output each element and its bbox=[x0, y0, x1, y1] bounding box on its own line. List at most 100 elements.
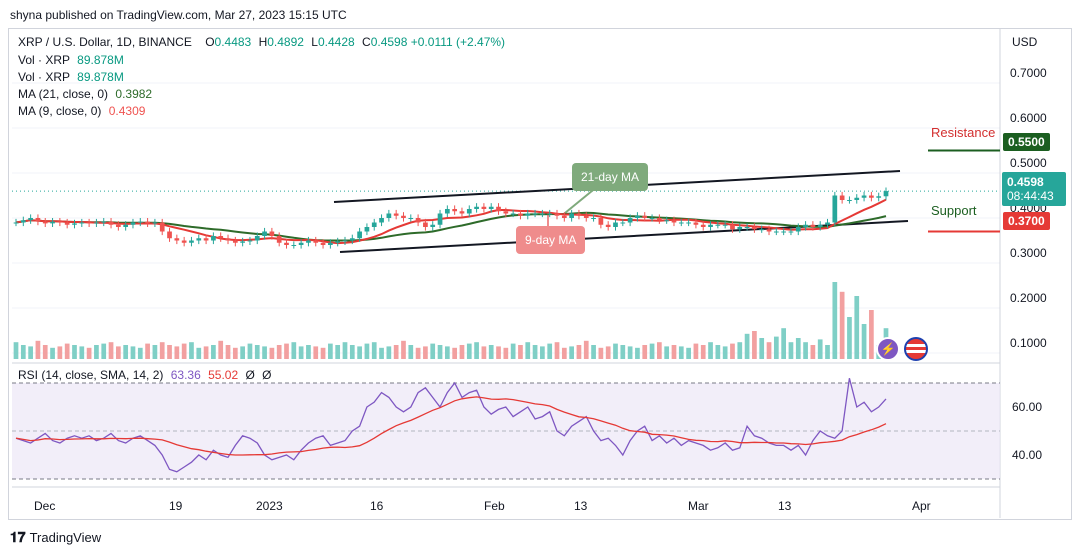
candle bbox=[437, 213, 443, 225]
price-tick: 0.6000 bbox=[1010, 111, 1047, 125]
volume-bar bbox=[722, 346, 728, 359]
candle bbox=[408, 218, 414, 219]
candle bbox=[708, 224, 713, 227]
volume-bar bbox=[335, 345, 341, 359]
volume-bar bbox=[130, 346, 136, 359]
volume-bar bbox=[452, 347, 458, 359]
candle bbox=[430, 224, 436, 227]
candle bbox=[276, 236, 282, 243]
volume-bar bbox=[291, 342, 297, 359]
volume-bar bbox=[671, 345, 677, 359]
lightning-icon[interactable]: ⚡ bbox=[876, 337, 900, 361]
volume-bar bbox=[415, 347, 421, 359]
tradingview-logo[interactable]: 𝟏𝟕 TradingView bbox=[10, 529, 101, 546]
candle bbox=[496, 206, 501, 212]
volume-bar bbox=[401, 340, 406, 359]
volume-bar bbox=[554, 342, 560, 359]
volume-bar bbox=[211, 345, 216, 359]
volume-bar bbox=[64, 343, 70, 359]
volume-bar bbox=[708, 342, 713, 359]
candle bbox=[342, 240, 348, 242]
candle bbox=[101, 221, 107, 223]
candle bbox=[57, 221, 63, 223]
volume-bar bbox=[232, 347, 238, 359]
candle bbox=[232, 240, 238, 243]
candle bbox=[64, 222, 70, 225]
volume-bar bbox=[503, 347, 509, 359]
volume-bar bbox=[466, 343, 472, 359]
candle bbox=[664, 220, 670, 222]
candle bbox=[518, 213, 523, 216]
candle bbox=[569, 213, 574, 218]
ma9-value: 0.4309 bbox=[108, 104, 146, 118]
candle bbox=[401, 215, 406, 218]
candle bbox=[86, 222, 92, 224]
candle bbox=[817, 224, 823, 227]
candle bbox=[115, 224, 121, 227]
volume-bar bbox=[583, 340, 589, 359]
candle bbox=[240, 241, 245, 243]
candle bbox=[766, 229, 772, 232]
volume-bar bbox=[306, 345, 311, 359]
volume-bar bbox=[72, 345, 77, 359]
candle bbox=[335, 241, 341, 243]
volume-bar bbox=[642, 345, 648, 359]
volume-bar bbox=[737, 342, 743, 359]
candle bbox=[752, 227, 757, 230]
vol1-value: 89.878M bbox=[77, 53, 124, 67]
volume-bar bbox=[364, 343, 370, 359]
open-label: O bbox=[205, 35, 215, 49]
close-label: C bbox=[362, 35, 371, 49]
candle bbox=[130, 222, 136, 225]
candle bbox=[722, 224, 728, 226]
volume-bar bbox=[664, 346, 670, 359]
candle bbox=[510, 213, 516, 215]
volume-bar bbox=[752, 331, 757, 359]
ma21-label: MA (21, close, 0) bbox=[18, 87, 109, 101]
candle bbox=[123, 224, 129, 227]
candle bbox=[869, 195, 874, 198]
volume-bar bbox=[423, 346, 428, 359]
candle bbox=[269, 231, 275, 236]
candle bbox=[108, 221, 114, 225]
ma9-legend: MA (9, close, 0) 0.4309 bbox=[18, 104, 145, 118]
candle bbox=[576, 213, 582, 216]
price-tick: 0.5000 bbox=[1010, 156, 1047, 170]
candle bbox=[225, 238, 231, 241]
rsi-tick: 40.00 bbox=[1012, 448, 1043, 462]
x-tick: 19 bbox=[169, 499, 183, 513]
candle bbox=[320, 242, 326, 245]
candle bbox=[839, 195, 845, 200]
ma9-annotation: 9-day MA bbox=[516, 226, 586, 254]
volume-bar bbox=[803, 342, 808, 359]
candle bbox=[50, 221, 55, 224]
volume-bar bbox=[598, 347, 604, 359]
volume-bar bbox=[284, 343, 289, 359]
candle bbox=[174, 238, 180, 241]
volume-bar bbox=[715, 345, 721, 359]
open-value: 0.4483 bbox=[214, 35, 252, 49]
candle bbox=[854, 197, 860, 200]
volume-bar bbox=[379, 347, 384, 359]
volume-bar bbox=[240, 346, 245, 359]
candle bbox=[620, 222, 626, 224]
x-tick: Apr bbox=[912, 499, 931, 513]
volume-bar bbox=[869, 310, 874, 359]
volume-bar bbox=[349, 345, 355, 359]
candle bbox=[525, 213, 531, 216]
us-flag-icon[interactable] bbox=[904, 337, 928, 361]
symbol-legend: XRP / U.S. Dollar, 1D, BINANCE O0.4483 H… bbox=[18, 35, 505, 49]
volume-bar bbox=[28, 346, 33, 359]
low-label: L bbox=[311, 35, 318, 49]
chart-frame[interactable] bbox=[8, 28, 1072, 520]
candle bbox=[744, 227, 750, 228]
volume-bar bbox=[437, 345, 443, 359]
x-tick: Dec bbox=[34, 499, 56, 513]
candle bbox=[349, 238, 355, 241]
volume-bar bbox=[510, 343, 516, 359]
resistance-label: Resistance bbox=[931, 125, 996, 140]
support-badge: 0.3700 bbox=[1003, 212, 1050, 230]
candle bbox=[678, 222, 684, 224]
candle bbox=[773, 231, 779, 233]
